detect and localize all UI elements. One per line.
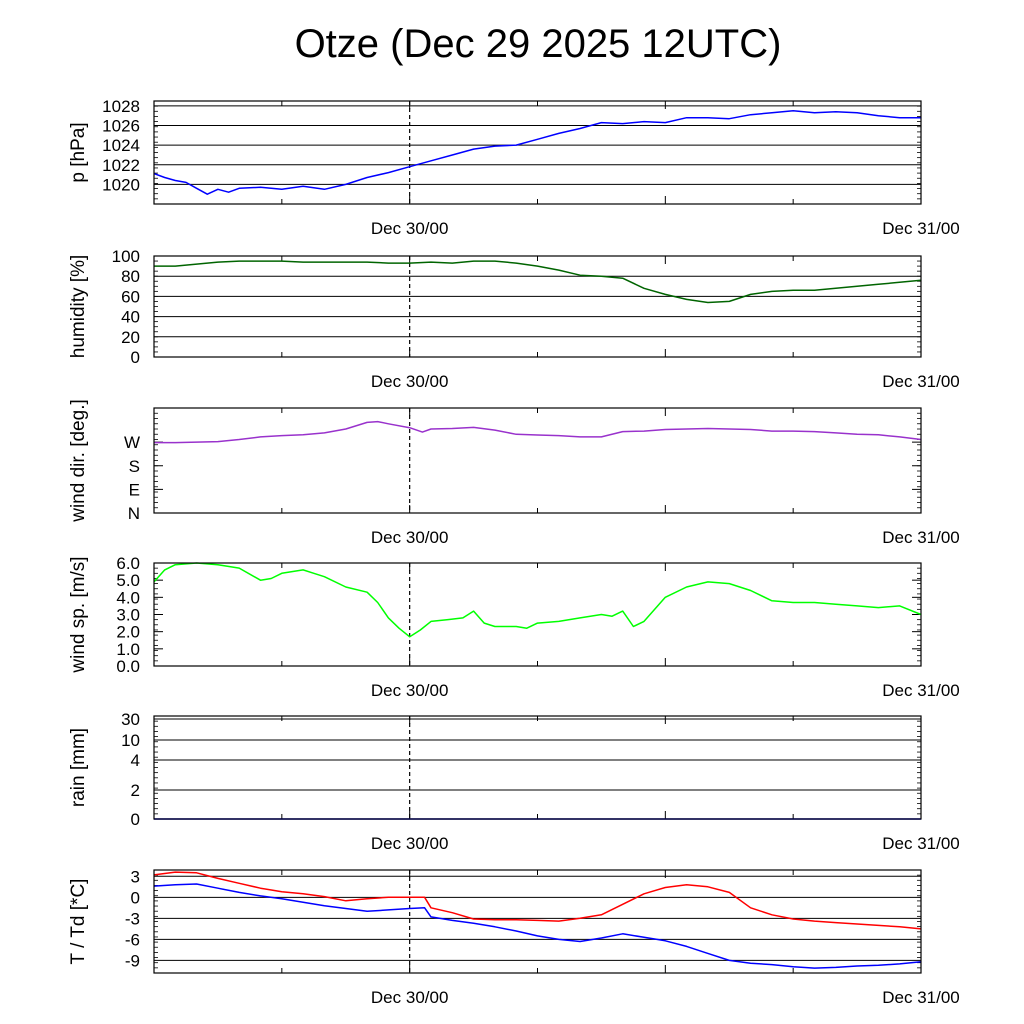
wind-speed-ytick-label: 5.0 [116,571,140,590]
humidity-axis-label: humidity [%] [68,255,89,358]
temperature-ytick-label: -6 [125,930,140,949]
humidity-ytick-label: 60 [121,287,140,306]
humidity-ytick-label: 40 [121,308,140,327]
temperature-series-line-1 [153,883,922,969]
temperature-ytick-label: 0 [131,888,140,907]
temperature-xtick-label: Dec 31/00 [882,988,960,1007]
wind-speed-ytick-label: 4.0 [116,588,140,607]
rain-ytick-label: 30 [121,710,140,729]
pressure-plot-frame [153,100,922,205]
pressure-xtick-label: Dec 31/00 [882,219,960,238]
humidity-xtick-label: Dec 30/00 [371,372,449,391]
rain-xtick-label: Dec 31/00 [882,834,960,853]
pressure-ytick-label: 1024 [102,136,140,155]
wind-speed-ytick-label: 0.0 [116,657,140,676]
temperature-ytick-label: -9 [125,951,140,970]
humidity-ytick-label: 80 [121,267,140,286]
wind-direction-ytick-label: W [124,433,140,452]
rain-ytick-label: 2 [131,781,140,800]
wind-speed-ytick-label: 2.0 [116,623,140,642]
pressure-ytick-label: 1028 [102,97,140,116]
wind-speed-plot-frame [153,562,922,667]
rain-axis-label: rain [mm] [68,728,89,807]
wind-direction-axis-label: wind dir. [deg.] [68,399,89,523]
rain-panel: 0 2 410 30 Dec 30/00 Dec 31/00 rain [mm] [68,710,960,853]
wind-speed-ytick-label: 6.0 [116,554,140,573]
wind-direction-ytick-label: S [129,457,140,476]
temperature-axis-label: T / Td [*C] [68,879,89,965]
wind-direction-xtick-label: Dec 31/00 [882,528,960,547]
humidity-xtick-label: Dec 31/00 [882,372,960,391]
pressure-xtick-label: Dec 30/00 [371,219,449,238]
wind-speed-panel: 0.01.02.03.04.05.06.0 Dec 30/00 Dec 31/00 w… [68,554,960,700]
wind-direction-series-line-0 [154,420,922,444]
pressure-series-line-0 [153,110,921,195]
temperature-series-line-0 [153,871,922,930]
rain-ytick-label: 4 [131,751,140,770]
humidity-ytick-label: 100 [112,247,140,266]
humidity-ytick-label: 0 [131,348,140,367]
wind-direction-xtick-label: Dec 30/00 [371,528,449,547]
wind-speed-ytick-label: 3.0 [116,606,140,625]
pressure-ytick-label: 1026 [102,117,140,136]
rain-ytick-label: 0 [131,810,140,829]
temperature-ytick-label: 3 [131,867,140,886]
wind-direction-plot-frame [153,407,922,514]
wind-direction-ytick-label: N [128,504,140,523]
chart-title: Otze (Dec 29 2025 12UTC) [294,22,782,66]
temperature-xtick-label: Dec 30/00 [371,988,449,1007]
temperature-plot-frame [153,869,922,974]
wind-speed-axis-label: wind sp. [m/s] [68,556,89,673]
wind-speed-xtick-label: Dec 31/00 [882,681,960,700]
pressure-ytick-label: 1022 [102,156,140,175]
humidity-plot-frame [153,255,922,358]
wind-speed-series-line-0 [153,562,922,638]
pressure-ytick-label: 1020 [102,175,140,194]
humidity-ytick-label: 20 [121,328,140,347]
pressure-axis-label: p [hPa] [68,122,89,182]
temperature-panel: -9 -6 -3 0 3 Dec 30/00 Dec 31/00 T / Td [*C] [68,867,960,1007]
wind-speed-ytick-label: 1.0 [116,640,140,659]
rain-plot-frame [153,715,922,820]
humidity-series-line-0 [154,260,922,304]
temperature-ytick-label: -3 [125,909,140,928]
wind-speed-xtick-label: Dec 30/00 [371,681,449,700]
rain-ytick-label: 10 [121,731,140,750]
rain-xtick-label: Dec 30/00 [371,834,449,853]
wind-direction-ytick-label: E [129,480,140,499]
